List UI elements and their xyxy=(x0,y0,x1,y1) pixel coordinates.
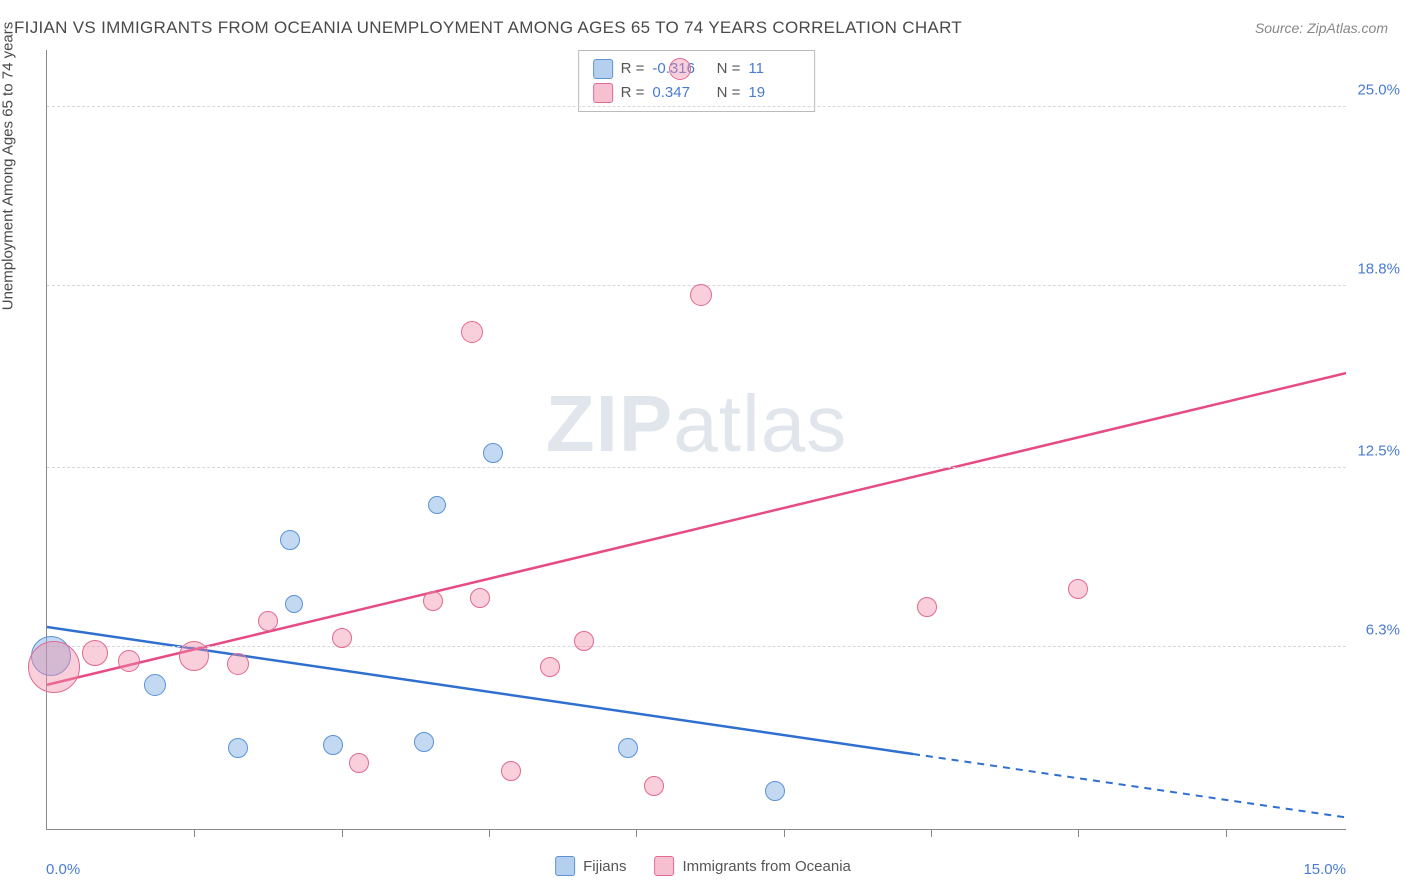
n-value: 11 xyxy=(748,57,800,81)
data-point xyxy=(280,530,300,550)
r-label: R = xyxy=(621,57,645,81)
data-point xyxy=(118,650,140,672)
x-tick xyxy=(1226,829,1227,837)
legend-swatch xyxy=(654,856,674,876)
correlation-stats-box: R =-0.316 N =11R =0.347 N =19 xyxy=(578,50,816,112)
r-value: 0.347 xyxy=(652,81,704,105)
x-tick xyxy=(1078,829,1079,837)
gridline xyxy=(47,646,1346,647)
data-point xyxy=(285,595,303,613)
x-tick xyxy=(489,829,490,837)
watermark-bold: ZIP xyxy=(546,379,673,468)
data-point xyxy=(414,732,434,752)
watermark-rest: atlas xyxy=(673,379,847,468)
data-point xyxy=(644,776,664,796)
data-point xyxy=(917,597,937,617)
y-tick-label: 6.3% xyxy=(1366,622,1400,639)
legend: Fijians Immigrants from Oceania xyxy=(555,856,851,876)
data-point xyxy=(669,58,691,80)
y-tick-label: 18.8% xyxy=(1357,260,1400,277)
data-point xyxy=(574,631,594,651)
data-point xyxy=(323,735,343,755)
gridline xyxy=(47,106,1346,107)
data-point xyxy=(1068,579,1088,599)
x-tick xyxy=(931,829,932,837)
legend-item: Immigrants from Oceania xyxy=(654,856,850,876)
x-tick xyxy=(636,829,637,837)
data-point xyxy=(423,591,443,611)
data-point xyxy=(540,657,560,677)
data-point xyxy=(470,588,490,608)
data-point xyxy=(461,321,483,343)
source-attribution: Source: ZipAtlas.com xyxy=(1255,20,1388,36)
x-tick xyxy=(194,829,195,837)
data-point xyxy=(765,781,785,801)
x-tick xyxy=(342,829,343,837)
trend-lines-svg xyxy=(47,50,1346,829)
x-axis-min-label: 0.0% xyxy=(46,861,80,878)
data-point xyxy=(144,674,166,696)
watermark: ZIPatlas xyxy=(546,378,847,470)
chart-container: FIJIAN VS IMMIGRANTS FROM OCEANIA UNEMPL… xyxy=(0,0,1406,892)
data-point xyxy=(618,738,638,758)
chart-title: FIJIAN VS IMMIGRANTS FROM OCEANIA UNEMPL… xyxy=(14,18,962,38)
data-point xyxy=(349,753,369,773)
x-tick xyxy=(784,829,785,837)
r-label: R = xyxy=(621,81,645,105)
legend-item: Fijians xyxy=(555,856,626,876)
data-point xyxy=(332,628,352,648)
n-label: N = xyxy=(712,57,740,81)
data-point xyxy=(483,443,503,463)
x-axis-max-label: 15.0% xyxy=(1303,861,1346,878)
plot-area: ZIPatlas R =-0.316 N =11R =0.347 N =19 6… xyxy=(46,50,1346,830)
y-tick-label: 25.0% xyxy=(1357,81,1400,98)
data-point xyxy=(690,284,712,306)
data-point xyxy=(258,611,278,631)
series-swatch xyxy=(593,59,613,79)
y-axis-label: Unemployment Among Ages 65 to 74 years xyxy=(0,22,17,311)
data-point xyxy=(501,761,521,781)
data-point xyxy=(179,641,209,671)
gridline xyxy=(47,467,1346,468)
data-point xyxy=(228,738,248,758)
legend-swatch xyxy=(555,856,575,876)
data-point xyxy=(428,496,446,514)
y-tick-label: 12.5% xyxy=(1357,442,1400,459)
data-point xyxy=(28,641,80,693)
data-point xyxy=(227,653,249,675)
stats-row: R = 0.347 N = 19 xyxy=(593,81,801,105)
series-swatch xyxy=(593,83,613,103)
legend-label: Fijians xyxy=(583,858,626,875)
legend-label: Immigrants from Oceania xyxy=(682,858,850,875)
stats-row: R =-0.316 N =11 xyxy=(593,57,801,81)
n-label: N = xyxy=(712,81,740,105)
n-value: 19 xyxy=(748,81,800,105)
data-point xyxy=(82,640,108,666)
